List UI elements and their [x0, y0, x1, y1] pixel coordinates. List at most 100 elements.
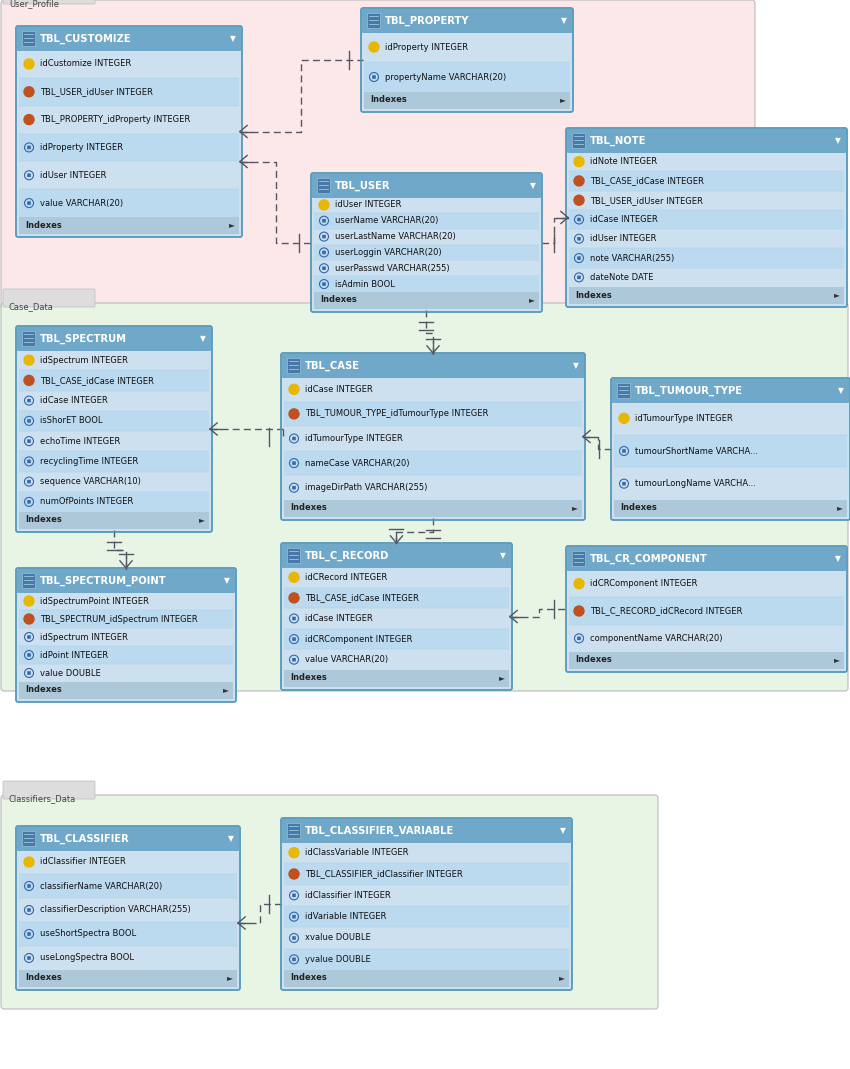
FancyBboxPatch shape — [17, 569, 235, 593]
Bar — [569, 171, 844, 190]
Text: ▼: ▼ — [228, 835, 234, 843]
Text: TBL_CASE_idCase INTEGER: TBL_CASE_idCase INTEGER — [305, 593, 419, 603]
FancyBboxPatch shape — [16, 26, 242, 237]
Bar — [614, 435, 847, 467]
Text: Indexes: Indexes — [290, 673, 326, 682]
Text: yvalue DOUBLE: yvalue DOUBLE — [305, 955, 371, 964]
Text: tumourLongName VARCHA...: tumourLongName VARCHA... — [635, 479, 756, 489]
Circle shape — [619, 414, 629, 423]
Bar — [22, 831, 35, 846]
Bar — [284, 970, 569, 987]
Bar — [20, 339, 208, 350]
Text: ►: ► — [560, 95, 566, 105]
Text: ►: ► — [223, 685, 229, 695]
Bar — [19, 492, 209, 512]
Circle shape — [289, 848, 299, 857]
Bar — [19, 217, 239, 234]
Text: sequence VARCHAR(10): sequence VARCHAR(10) — [40, 477, 141, 486]
FancyBboxPatch shape — [282, 819, 571, 843]
Text: TBL_SPECTRUM_idSpectrum INTEGER: TBL_SPECTRUM_idSpectrum INTEGER — [40, 615, 197, 623]
Text: idTumourType INTEGER: idTumourType INTEGER — [305, 434, 403, 443]
Bar — [19, 370, 209, 390]
Bar — [285, 366, 581, 377]
Text: ►: ► — [834, 655, 840, 665]
Text: idPoint INTEGER: idPoint INTEGER — [40, 651, 108, 660]
Bar — [19, 682, 233, 699]
Text: idCase INTEGER: idCase INTEGER — [590, 215, 658, 224]
FancyBboxPatch shape — [1, 795, 658, 1009]
Circle shape — [24, 375, 34, 386]
Bar — [284, 864, 569, 885]
Circle shape — [369, 42, 379, 52]
Bar — [569, 598, 844, 624]
Text: TBL_TUMOUR_TYPE: TBL_TUMOUR_TYPE — [635, 386, 743, 397]
Text: Indexes: Indexes — [575, 655, 612, 665]
Text: ▼: ▼ — [835, 137, 841, 145]
Bar — [615, 391, 846, 402]
Circle shape — [289, 869, 299, 879]
Text: idTumourType INTEGER: idTumourType INTEGER — [635, 414, 733, 423]
Text: ▼: ▼ — [530, 182, 536, 190]
Text: idClassifier INTEGER: idClassifier INTEGER — [40, 857, 126, 867]
Text: Indexes: Indexes — [575, 291, 612, 299]
Text: TBL_CLASSIFIER: TBL_CLASSIFIER — [40, 834, 130, 845]
Text: imageDirPath VARCHAR(255): imageDirPath VARCHAR(255) — [305, 483, 428, 492]
Circle shape — [289, 572, 299, 583]
FancyBboxPatch shape — [282, 544, 511, 568]
FancyBboxPatch shape — [17, 827, 239, 851]
Text: TBL_CASE_idCase INTEGER: TBL_CASE_idCase INTEGER — [40, 376, 154, 385]
Bar — [314, 213, 539, 229]
Text: TBL_SPECTRUM_POINT: TBL_SPECTRUM_POINT — [40, 576, 167, 586]
Text: componentName VARCHAR(20): componentName VARCHAR(20) — [590, 634, 722, 642]
Text: idCase INTEGER: idCase INTEGER — [40, 397, 108, 405]
Bar — [287, 548, 300, 563]
FancyBboxPatch shape — [312, 174, 541, 198]
Bar — [20, 38, 238, 50]
Bar — [20, 580, 232, 592]
FancyBboxPatch shape — [362, 9, 572, 33]
FancyBboxPatch shape — [1, 0, 755, 310]
Text: idCase INTEGER: idCase INTEGER — [305, 614, 373, 623]
Circle shape — [24, 857, 34, 867]
Text: classifierDescription VARCHAR(255): classifierDescription VARCHAR(255) — [40, 905, 190, 914]
Text: idClassVariable INTEGER: idClassVariable INTEGER — [305, 848, 409, 857]
Text: TBL_USER_idUser INTEGER: TBL_USER_idUser INTEGER — [40, 88, 153, 96]
Text: isShorET BOOL: isShorET BOOL — [40, 416, 103, 425]
Text: Indexes: Indexes — [25, 515, 62, 525]
Text: idSpectrum INTEGER: idSpectrum INTEGER — [40, 356, 128, 365]
Text: echoTime INTEGER: echoTime INTEGER — [40, 436, 120, 446]
Circle shape — [574, 578, 584, 589]
Text: ►: ► — [227, 974, 233, 982]
Text: TBL_CLASSIFIER_VARIABLE: TBL_CLASSIFIER_VARIABLE — [305, 826, 454, 836]
Text: xvalue DOUBLE: xvalue DOUBLE — [305, 933, 371, 943]
Bar — [19, 874, 237, 898]
Text: TBL_C_RECORD_idCRecord INTEGER: TBL_C_RECORD_idCRecord INTEGER — [590, 606, 742, 616]
Text: TBL_C_RECORD: TBL_C_RECORD — [305, 551, 389, 561]
FancyBboxPatch shape — [3, 781, 95, 799]
Text: idNote INTEGER: idNote INTEGER — [590, 157, 657, 166]
Bar — [617, 383, 630, 398]
Text: isAdmin BOOL: isAdmin BOOL — [335, 280, 395, 289]
Bar — [284, 451, 582, 476]
Text: ▼: ▼ — [500, 552, 506, 560]
Text: value VARCHAR(20): value VARCHAR(20) — [40, 199, 123, 207]
FancyBboxPatch shape — [16, 826, 240, 990]
FancyBboxPatch shape — [1, 303, 848, 691]
Text: value DOUBLE: value DOUBLE — [40, 668, 101, 678]
Bar — [572, 133, 585, 148]
Bar — [364, 62, 570, 92]
Bar — [19, 189, 239, 217]
Text: TBL_CR_COMPONENT: TBL_CR_COMPONENT — [590, 554, 708, 564]
Bar — [22, 331, 35, 346]
Bar — [19, 610, 233, 628]
Bar — [284, 948, 569, 970]
Text: numOfPoints INTEGER: numOfPoints INTEGER — [40, 497, 133, 507]
Text: recyclingTime INTEGER: recyclingTime INTEGER — [40, 456, 139, 466]
Bar — [364, 92, 570, 109]
FancyBboxPatch shape — [17, 27, 241, 51]
Text: value VARCHAR(20): value VARCHAR(20) — [305, 655, 388, 664]
Text: Indexes: Indexes — [320, 295, 357, 305]
Text: TBL_CUSTOMIZE: TBL_CUSTOMIZE — [40, 34, 132, 44]
Bar — [19, 451, 209, 471]
Text: TBL_CLASSIFIER_idClassifier INTEGER: TBL_CLASSIFIER_idClassifier INTEGER — [305, 869, 462, 879]
